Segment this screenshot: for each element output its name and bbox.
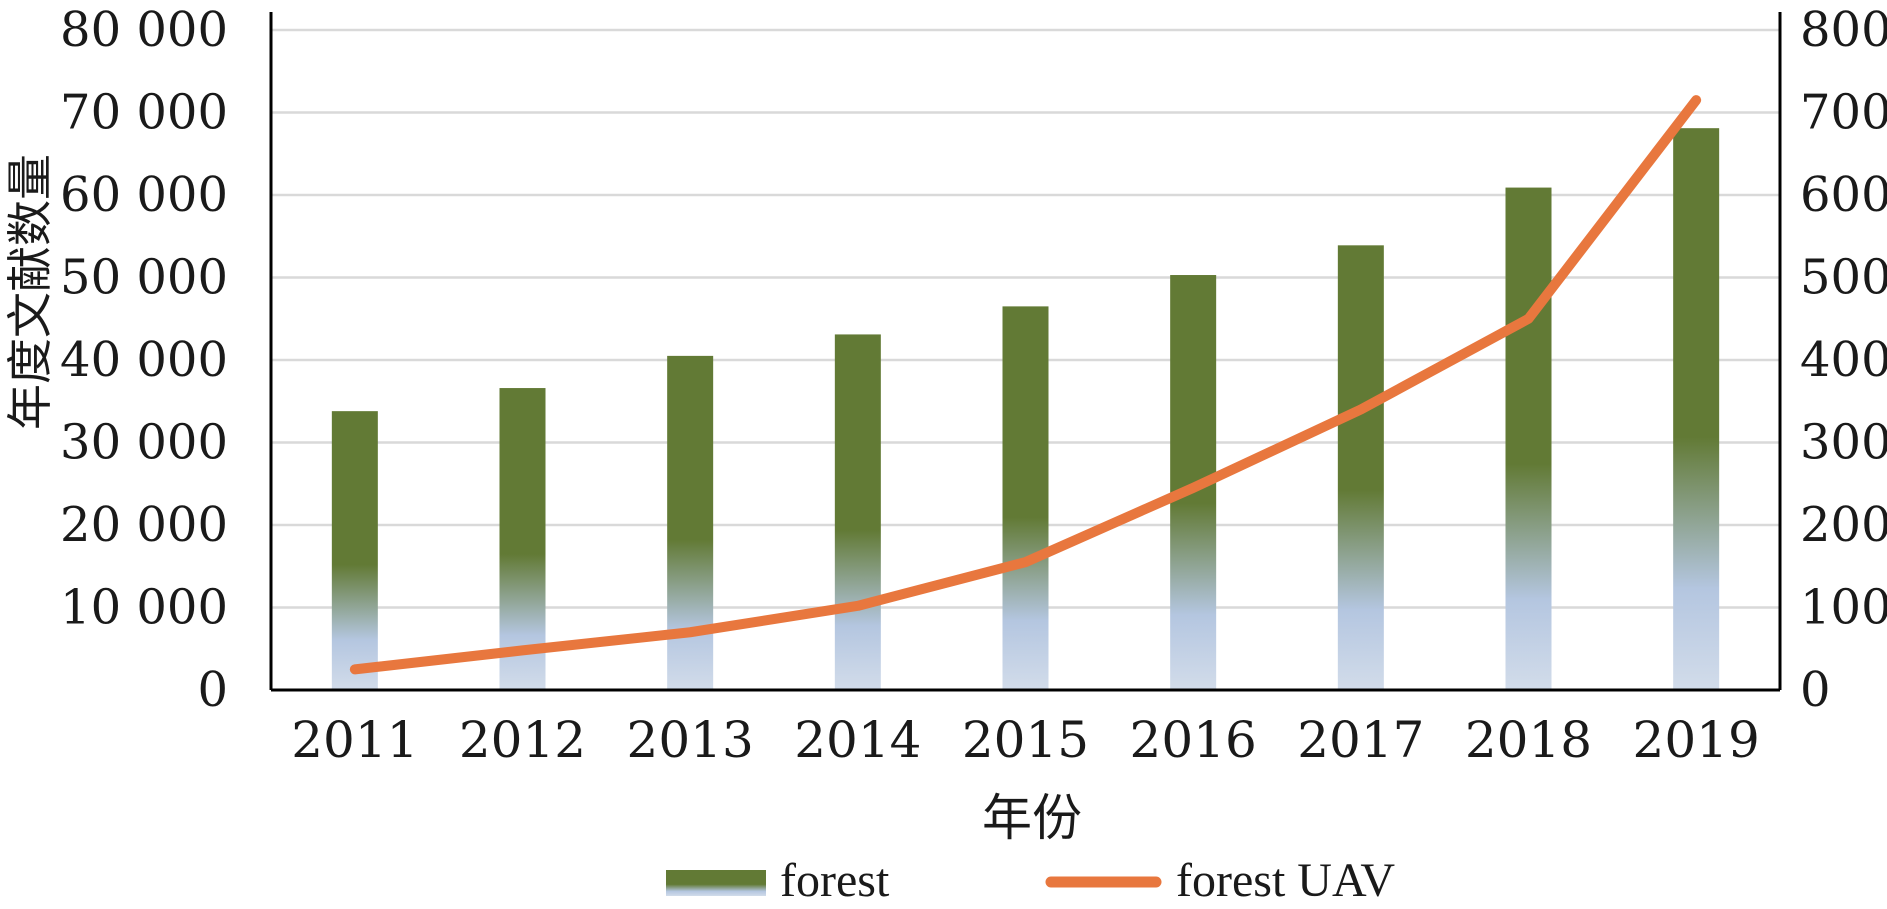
bar-2015 [1002, 306, 1049, 690]
y-tick-label: 10 000 [60, 580, 228, 636]
right-axis-ticks: 0 100 200 300 400 500 600 700 800 [1800, 2, 1887, 718]
bar-2017 [1337, 245, 1384, 690]
legend-label-forest: forest [780, 854, 890, 907]
y2-tick-label: 300 [1800, 415, 1887, 471]
y2-tick-label: 100 [1800, 580, 1887, 636]
bar-series [331, 128, 1720, 691]
bar-2012 [499, 388, 546, 690]
y-tick-label: 30 000 [60, 415, 228, 471]
y-tick-label: 80 000 [60, 2, 228, 58]
x-axis-ticks: 2011 2012 2013 2014 2015 2016 2017 2018 2019 [291, 711, 1760, 769]
y-tick-label: 40 000 [60, 332, 228, 388]
x-tick-label: 2015 [962, 711, 1089, 769]
y-tick-label: 50 000 [60, 250, 228, 306]
bar-2019 [1673, 128, 1720, 691]
x-axis-title: 年份 [982, 789, 1082, 847]
line-series [349, 95, 1702, 675]
y2-tick-label: 700 [1800, 85, 1887, 141]
y-tick-label: 60 000 [60, 167, 228, 223]
x-tick-label: 2019 [1633, 711, 1760, 769]
y-tick-label: 0 [197, 662, 228, 718]
legend-swatch-forest [666, 870, 766, 896]
axes [269, 12, 1782, 692]
legend-label-forest-uav: forest UAV [1176, 854, 1395, 907]
x-tick-label: 2014 [794, 711, 921, 769]
bar-2011 [331, 411, 378, 690]
bar-2014 [834, 334, 881, 690]
y2-tick-label: 500 [1800, 250, 1887, 306]
y2-tick-label: 200 [1800, 497, 1887, 553]
y-axis-title: 年度文献数量 [3, 154, 57, 430]
y-tick-label: 20 000 [60, 497, 228, 553]
y2-tick-label: 400 [1800, 332, 1887, 388]
y2-tick-label: 0 [1800, 662, 1831, 718]
x-tick-label: 2013 [627, 711, 754, 769]
bar-2013 [667, 355, 714, 690]
x-tick-label: 2011 [291, 711, 418, 769]
x-tick-label: 2018 [1465, 711, 1592, 769]
y2-tick-label: 800 [1800, 2, 1887, 58]
legend: forest forest UAV [666, 854, 1395, 907]
bar-2018 [1505, 187, 1552, 690]
y2-tick-label: 600 [1800, 167, 1887, 223]
x-tick-label: 2012 [459, 711, 586, 769]
x-tick-label: 2017 [1297, 711, 1424, 769]
y-tick-label: 70 000 [60, 85, 228, 141]
left-axis-ticks: 0 10 000 20 000 30 000 40 000 50 000 60 000 70 … [60, 2, 228, 718]
x-tick-label: 2016 [1130, 711, 1257, 769]
